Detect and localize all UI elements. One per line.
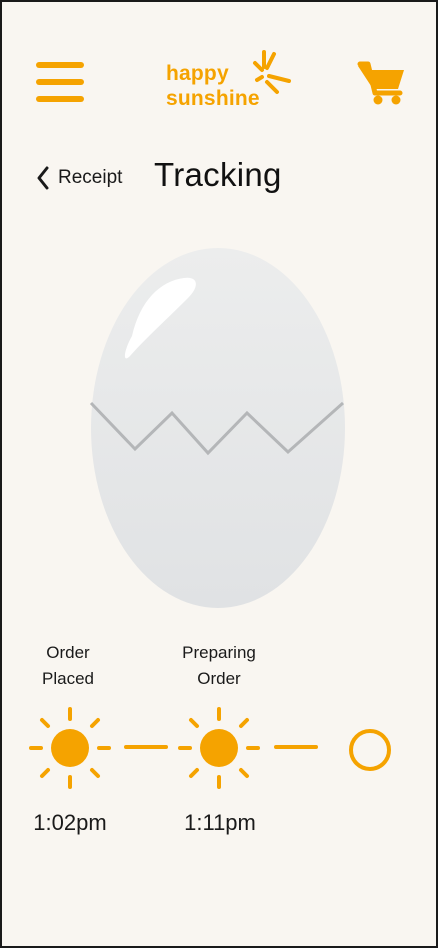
hamburger-menu-icon[interactable] — [36, 62, 84, 104]
step-label-preparing-order: Preparing Order — [159, 640, 279, 692]
chevron-left-icon — [37, 166, 49, 190]
step-label-order-placed: Order Placed — [8, 640, 128, 692]
back-link-label: Receipt — [58, 167, 123, 188]
logo-word-sunshine: sunshine — [166, 87, 260, 110]
step-2-time: 1:11pm — [184, 810, 256, 835]
progress-connector — [124, 745, 168, 749]
pending-step-circle-icon — [349, 729, 391, 771]
shopping-cart-icon[interactable] — [356, 60, 408, 106]
step-2-label-line1: Preparing — [182, 643, 256, 662]
progress-connector — [274, 745, 318, 749]
step-1-label-line1: Order — [46, 643, 90, 662]
logo-word-happy: happy — [166, 62, 229, 85]
step-1-time: 1:02pm — [33, 810, 107, 835]
happy-sunshine-logo: happy sunshine — [164, 46, 296, 112]
cracked-egg-illustration — [89, 248, 345, 608]
step-1-label-line2: Placed — [42, 669, 94, 688]
step-2-label-line2: Order — [197, 669, 241, 688]
sun-icon-step-complete — [29, 707, 111, 789]
back-to-receipt-link[interactable]: Receipt — [36, 164, 122, 192]
sun-icon-step-complete — [178, 707, 260, 789]
logo-sun-rays-icon — [253, 50, 291, 94]
page-title: Tracking — [154, 156, 282, 193]
